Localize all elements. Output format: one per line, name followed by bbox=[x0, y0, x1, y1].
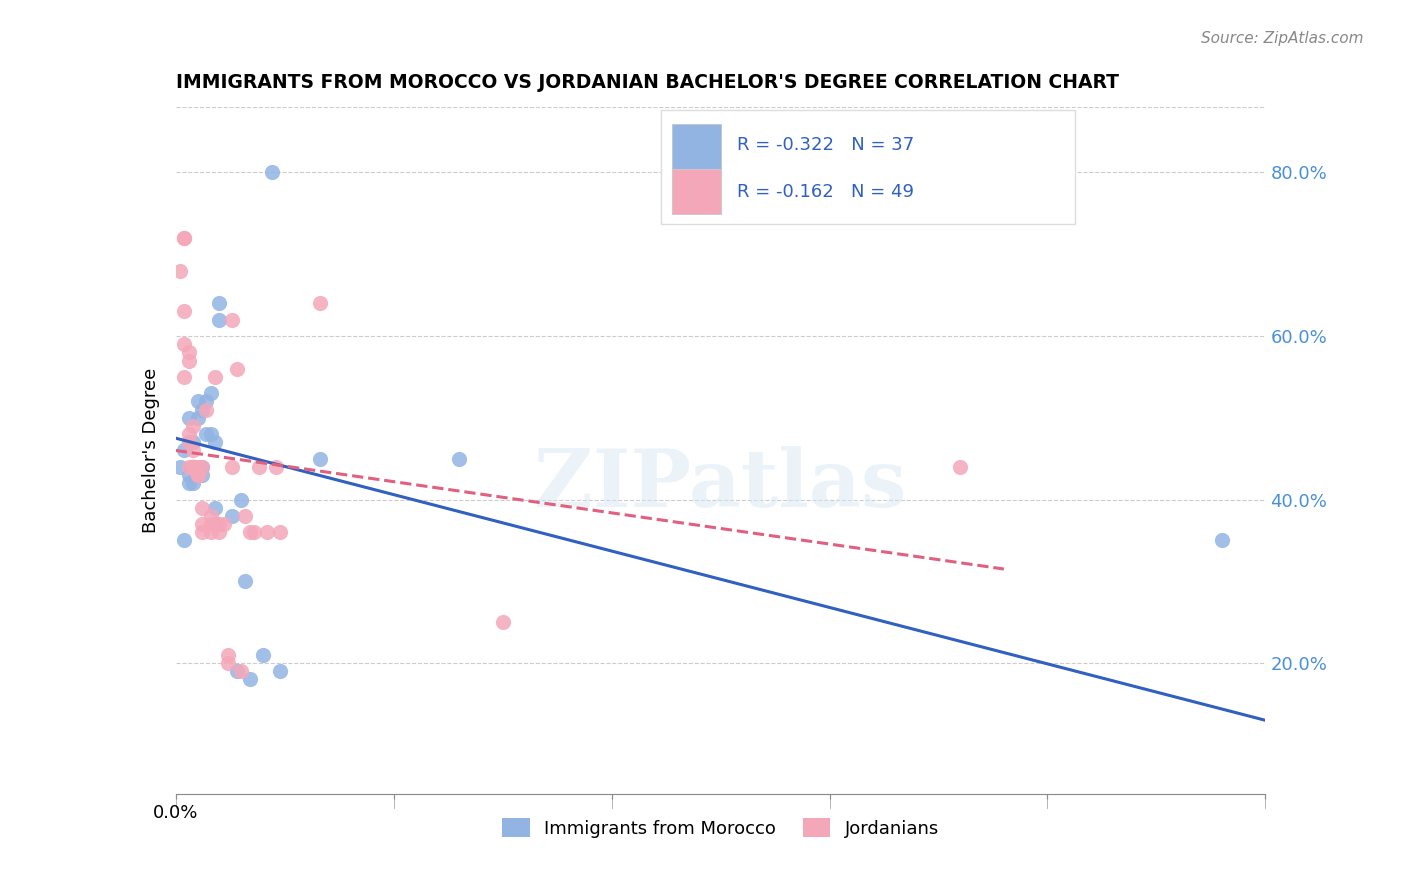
Point bbox=[231, 492, 253, 507]
Point bbox=[308, 296, 330, 310]
Text: Source: ZipAtlas.com: Source: ZipAtlas.com bbox=[1201, 31, 1364, 46]
Point bbox=[181, 459, 204, 474]
Point bbox=[231, 664, 253, 678]
Point bbox=[181, 459, 204, 474]
Text: R = -0.322   N = 37: R = -0.322 N = 37 bbox=[737, 136, 914, 153]
Point bbox=[1211, 533, 1233, 548]
Point bbox=[195, 402, 218, 417]
Point bbox=[221, 459, 243, 474]
Point bbox=[173, 533, 195, 548]
Bar bbox=[672, 169, 721, 213]
Point bbox=[191, 525, 214, 540]
Point bbox=[492, 615, 515, 630]
Bar bbox=[661, 111, 1074, 224]
Point bbox=[208, 312, 231, 326]
Point bbox=[177, 435, 200, 450]
Point bbox=[949, 459, 972, 474]
Point bbox=[181, 476, 204, 491]
Point bbox=[247, 459, 270, 474]
Point bbox=[177, 345, 200, 359]
Point bbox=[177, 476, 200, 491]
Point bbox=[177, 410, 200, 425]
Point bbox=[208, 525, 231, 540]
Point bbox=[191, 516, 214, 531]
Point bbox=[181, 435, 204, 450]
Point bbox=[191, 467, 214, 482]
Point bbox=[447, 451, 470, 466]
Point bbox=[177, 427, 200, 442]
Text: IMMIGRANTS FROM MOROCCO VS JORDANIAN BACHELOR'S DEGREE CORRELATION CHART: IMMIGRANTS FROM MOROCCO VS JORDANIAN BAC… bbox=[176, 72, 1119, 92]
Point bbox=[186, 467, 209, 482]
Point bbox=[204, 516, 226, 531]
Point bbox=[269, 664, 291, 678]
Point bbox=[200, 427, 222, 442]
Point bbox=[186, 394, 209, 409]
Point bbox=[195, 427, 218, 442]
Point bbox=[264, 459, 287, 474]
Point bbox=[169, 263, 191, 277]
Point bbox=[235, 508, 257, 523]
Point bbox=[181, 443, 204, 458]
Point bbox=[173, 231, 195, 245]
Point bbox=[181, 418, 204, 433]
Bar bbox=[672, 124, 721, 169]
Point bbox=[212, 516, 235, 531]
Point bbox=[186, 467, 209, 482]
Point bbox=[177, 435, 200, 450]
Point bbox=[181, 459, 204, 474]
Text: R = -0.162   N = 49: R = -0.162 N = 49 bbox=[737, 183, 914, 201]
Point bbox=[173, 304, 195, 318]
Point bbox=[221, 312, 243, 326]
Y-axis label: Bachelor's Degree: Bachelor's Degree bbox=[142, 368, 160, 533]
Point bbox=[191, 459, 214, 474]
Point bbox=[186, 410, 209, 425]
Point bbox=[217, 656, 239, 670]
Point bbox=[208, 516, 231, 531]
Point bbox=[200, 525, 222, 540]
Point bbox=[200, 508, 222, 523]
Point bbox=[191, 402, 214, 417]
Point bbox=[260, 165, 283, 179]
Point bbox=[252, 648, 274, 662]
Point bbox=[191, 500, 214, 515]
Point bbox=[217, 648, 239, 662]
Point bbox=[208, 296, 231, 310]
Point bbox=[200, 386, 222, 401]
Point bbox=[225, 664, 247, 678]
Legend: Immigrants from Morocco, Jordanians: Immigrants from Morocco, Jordanians bbox=[494, 809, 948, 847]
Point bbox=[308, 451, 330, 466]
Point bbox=[243, 525, 266, 540]
Point bbox=[186, 467, 209, 482]
Point bbox=[181, 459, 204, 474]
Point bbox=[204, 369, 226, 384]
Point bbox=[256, 525, 278, 540]
Point bbox=[186, 467, 209, 482]
Point bbox=[173, 369, 195, 384]
Point bbox=[177, 459, 200, 474]
Point bbox=[181, 459, 204, 474]
Point bbox=[177, 467, 200, 482]
Point bbox=[200, 516, 222, 531]
Point bbox=[177, 353, 200, 368]
Point bbox=[173, 443, 195, 458]
Point bbox=[235, 574, 257, 589]
Point bbox=[191, 459, 214, 474]
Point bbox=[204, 435, 226, 450]
Point bbox=[239, 525, 262, 540]
Point bbox=[221, 508, 243, 523]
Point bbox=[169, 459, 191, 474]
Point bbox=[186, 459, 209, 474]
Point bbox=[204, 500, 226, 515]
Point bbox=[173, 231, 195, 245]
Text: ZIPatlas: ZIPatlas bbox=[534, 446, 907, 524]
Point bbox=[181, 459, 204, 474]
Point bbox=[269, 525, 291, 540]
Point bbox=[195, 394, 218, 409]
Text: 0.0%: 0.0% bbox=[153, 805, 198, 822]
Point bbox=[173, 337, 195, 351]
Point bbox=[225, 361, 247, 376]
Point bbox=[239, 673, 262, 687]
